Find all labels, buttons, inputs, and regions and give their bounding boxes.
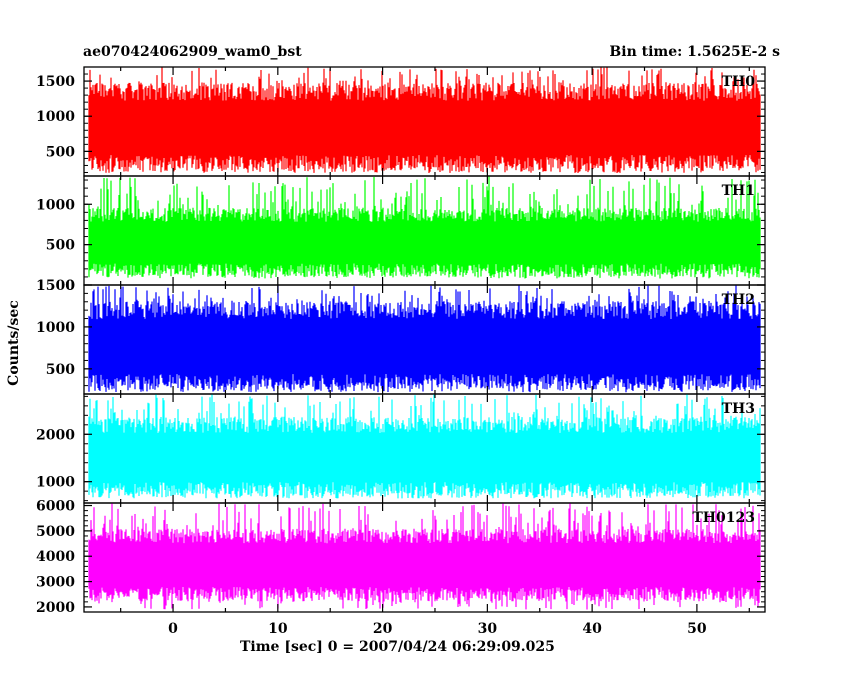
series-th1 (88, 176, 761, 279)
series-th2 (88, 285, 761, 393)
x-tick-label: 50 (687, 621, 707, 637)
series-label: TH0123 (692, 510, 755, 526)
y-tick-label: 1000 (36, 109, 75, 125)
y-tick-label: 2000 (36, 427, 75, 443)
panel-th3: 1000 2000 TH3 (36, 393, 766, 504)
y-tick-label: 2000 (36, 600, 75, 616)
panel-th2: 500 1000 1500 TH2 (36, 278, 766, 395)
series-label: TH1 (722, 183, 755, 199)
series-th0 (88, 67, 761, 173)
y-tick-label: 4000 (36, 549, 75, 565)
x-tick-label: 0 (168, 621, 178, 637)
panel-th0: 500 1000 1500 TH0 (36, 66, 766, 177)
y-tick-label: 1000 (36, 320, 75, 336)
y-tick-label: 1000 (36, 197, 75, 213)
x-tick-label: 20 (373, 621, 393, 637)
y-tick-label: 500 (46, 144, 75, 160)
x-tick-label: 40 (582, 621, 602, 637)
series-label: TH0 (722, 74, 756, 90)
panel-frame (83, 502, 766, 613)
series-label: TH3 (722, 401, 755, 417)
x-tick-label: 10 (268, 621, 288, 637)
panel-th0123: 2000 3000 4000 5000 6000 TH0123 (36, 499, 766, 616)
panel-th1: 0 500 1000 TH1 (36, 175, 766, 294)
y-tick-label: 0 (65, 278, 75, 294)
x-axis-label: Time [sec] 0 = 2007/04/24 06:29:09.025 (240, 639, 555, 655)
y-tick-label: 6000 (36, 499, 75, 515)
observation-id-title: ae070424062909_wam0_bst (83, 44, 302, 60)
y-tick-label: 5000 (36, 524, 75, 540)
x-tick-label: 30 (478, 621, 498, 637)
bin-time-title: Bin time: 1.5625E-2 s (609, 44, 780, 60)
y-tick-label: 1000 (36, 475, 75, 491)
series-th0123 (88, 503, 761, 610)
y-tick-label: 1500 (36, 74, 75, 90)
y-tick-label: 500 (46, 238, 75, 254)
y-tick-label: 1500 (36, 278, 75, 294)
series-th3 (88, 394, 761, 499)
y-axis-label: Counts/sec (6, 300, 22, 386)
y-tick-label: 500 (46, 362, 75, 378)
y-tick-label: 3000 (36, 575, 75, 591)
series-label: TH2 (722, 292, 755, 308)
